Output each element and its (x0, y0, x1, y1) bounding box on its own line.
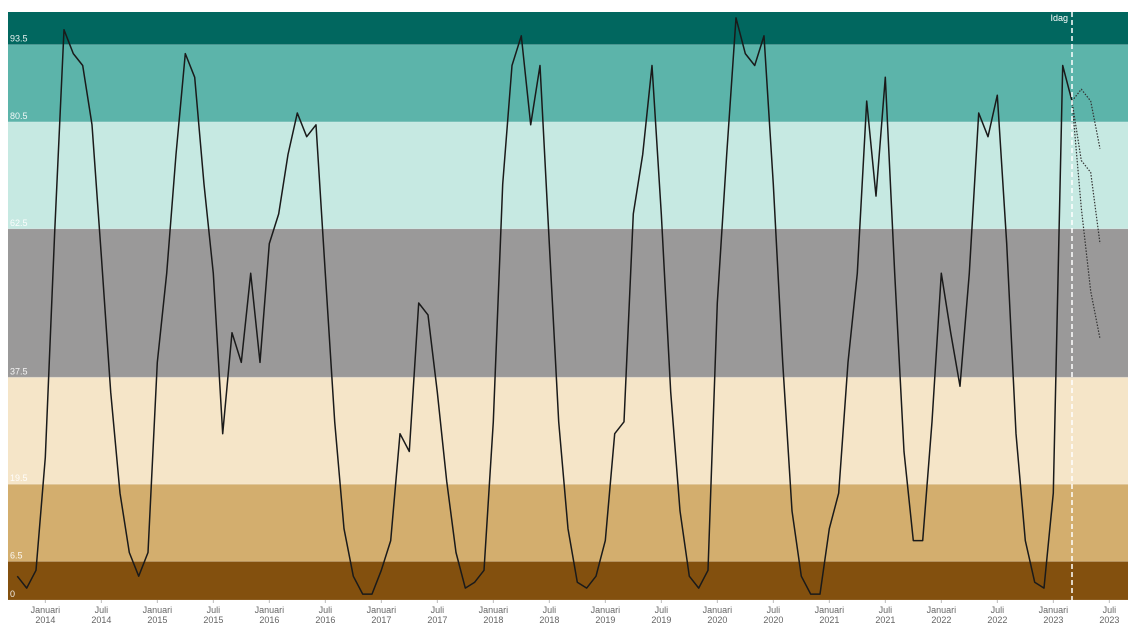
x-tick-label: Juli (879, 605, 893, 615)
x-tick-label: Januari (927, 605, 957, 615)
y-tick-label: 6.5 (10, 550, 23, 560)
forecast-line (1071, 88, 1101, 149)
x-tick-label: 2021 (875, 615, 895, 625)
x-tick-label: Januari (1039, 605, 1069, 615)
band (8, 44, 1128, 122)
x-tick-label: 2022 (987, 615, 1007, 625)
x-tick-label: Juli (207, 605, 221, 615)
x-tick-label: Januari (255, 605, 285, 615)
x-tick-label: 2023 (1043, 615, 1063, 625)
x-tick-label: Juli (1103, 605, 1117, 615)
forecast-line (1071, 101, 1101, 244)
x-tick-label: Juli (655, 605, 669, 615)
today-label: Idag (1050, 13, 1068, 23)
y-tick-label: 19.5 (10, 473, 28, 483)
x-tick-label: 2023 (1099, 615, 1119, 625)
x-tick-label: Juli (431, 605, 445, 615)
x-tick-label: 2016 (259, 615, 279, 625)
data-line (16, 17, 1073, 595)
x-tick-label: 2021 (819, 615, 839, 625)
x-tick-label: Januari (815, 605, 845, 615)
x-tick-label: 2017 (371, 615, 391, 625)
x-tick-label: 2014 (91, 615, 111, 625)
x-tick-label: 2014 (35, 615, 55, 625)
x-tick-label: 2018 (539, 615, 559, 625)
x-tick-label: 2017 (427, 615, 447, 625)
y-tick-label: 93.5 (10, 34, 28, 44)
x-tick-label: 2015 (203, 615, 223, 625)
x-tick-label: Januari (143, 605, 173, 615)
y-tick-label: 62.5 (10, 218, 28, 228)
x-tick-label: 2015 (147, 615, 167, 625)
x-tick-label: 2016 (315, 615, 335, 625)
y-tick-label: 80.5 (10, 111, 28, 121)
x-tick-label: Juli (991, 605, 1005, 615)
band (8, 561, 1128, 600)
x-tick-label: 2019 (595, 615, 615, 625)
y-tick-label: 37.5 (10, 366, 28, 376)
x-tick-label: Januari (367, 605, 397, 615)
x-tick-label: Januari (703, 605, 733, 615)
x-tick-label: Juli (95, 605, 109, 615)
x-tick-label: Januari (591, 605, 621, 615)
x-tick-label: 2018 (483, 615, 503, 625)
x-tick-label: Juli (319, 605, 333, 615)
y-tick-label: 0 (10, 589, 15, 599)
x-tick-label: 2019 (651, 615, 671, 625)
x-tick-label: 2020 (763, 615, 783, 625)
band (8, 377, 1128, 485)
x-tick-label: Januari (31, 605, 61, 615)
x-tick-label: 2022 (931, 615, 951, 625)
band (8, 228, 1128, 378)
band (8, 12, 1128, 45)
x-tick-label: Juli (767, 605, 781, 615)
x-tick-label: Januari (479, 605, 509, 615)
band (8, 121, 1128, 229)
x-tick-label: 2020 (707, 615, 727, 625)
x-tick-label: Juli (543, 605, 557, 615)
